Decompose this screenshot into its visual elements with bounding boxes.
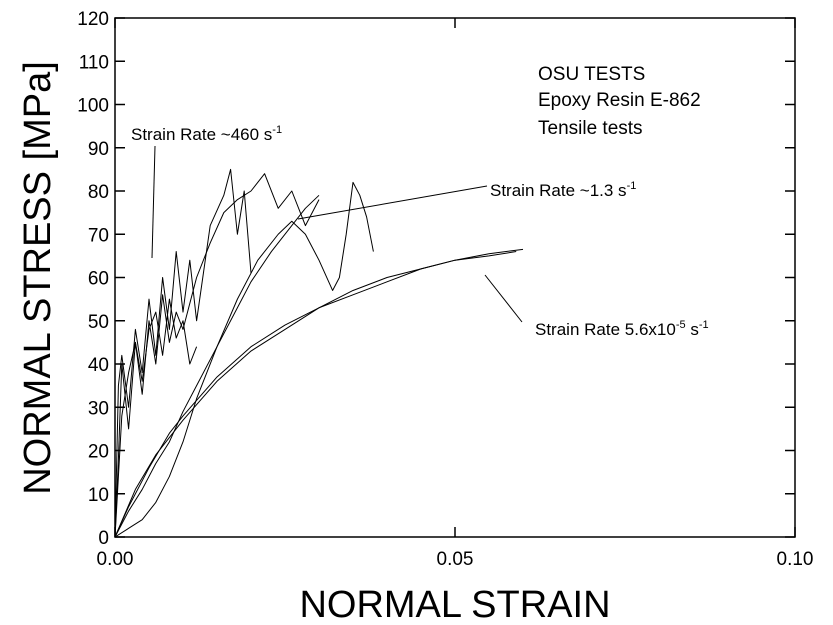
superscript: -1 — [272, 124, 282, 136]
y-tick-label: 10 — [88, 485, 109, 506]
y-tick-label: 120 — [77, 9, 109, 30]
superscript: -5 — [676, 319, 686, 331]
data-line — [114, 181, 374, 538]
x-axis-label: NORMAL STRAIN — [299, 584, 610, 625]
annotation-text: Strain Rate ~1.3 s — [490, 181, 627, 200]
leader-line — [484, 274, 523, 323]
data-line — [114, 251, 517, 538]
y-tick-label: 0 — [98, 528, 109, 549]
y-tick-label: 50 — [88, 312, 109, 333]
data-line — [114, 194, 320, 538]
y-tick-label: 40 — [88, 355, 109, 376]
x-tick-label: 0.05 — [437, 549, 474, 570]
x-tick-label: 0.00 — [97, 549, 134, 570]
superscript: -1 — [627, 180, 637, 192]
y-tick-label: 60 — [88, 269, 109, 290]
y-tick-label: 110 — [79, 52, 109, 73]
leader-line — [151, 145, 156, 259]
note: Tensile tests — [538, 118, 643, 139]
y-axis-label: NORMAL STRESS [MPa] — [17, 61, 59, 495]
leader-line — [297, 185, 488, 220]
y-tick-label: 90 — [88, 139, 109, 160]
annotation-text: Strain Rate ~460 s — [131, 125, 272, 144]
superscript: -1 — [699, 319, 709, 331]
note: Epoxy Resin E-862 — [538, 90, 701, 111]
data-line — [114, 173, 320, 538]
note: OSU TESTS — [538, 64, 645, 85]
data-line — [114, 298, 198, 538]
annotation-text: Strain Rate 5.6x10 — [535, 320, 676, 339]
data-line — [114, 168, 252, 538]
annotation: Strain Rate ~460 s-1 — [131, 124, 282, 144]
annotation: Strain Rate 5.6x10-5 s-1 — [535, 319, 709, 339]
annotation: Strain Rate ~1.3 s-1 — [490, 180, 636, 200]
y-tick-label: 30 — [88, 398, 109, 419]
y-tick-label: 20 — [88, 442, 109, 463]
y-tick-label: 100 — [77, 96, 109, 117]
data-line — [114, 248, 524, 538]
x-tick-label: 0.10 — [777, 549, 814, 570]
y-tick-label: 70 — [88, 225, 109, 246]
annotation-text: s — [686, 320, 699, 339]
y-tick-label: 80 — [88, 182, 109, 203]
